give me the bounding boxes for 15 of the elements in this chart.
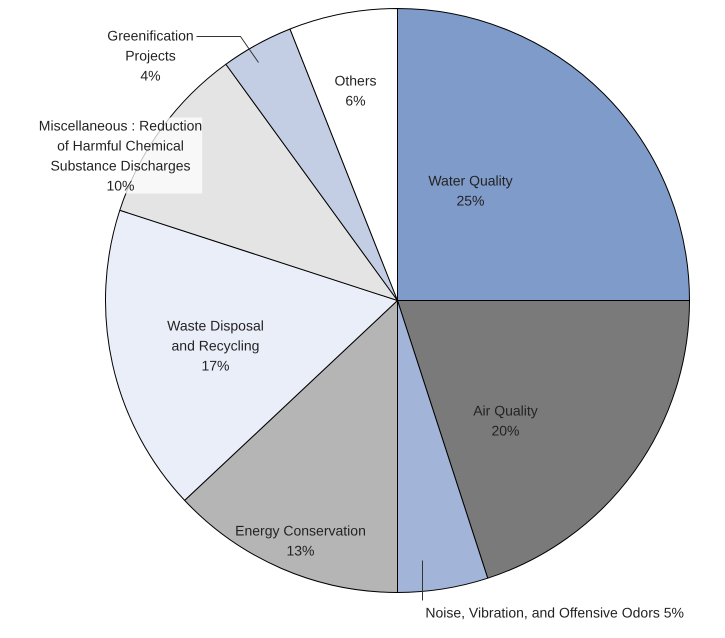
slice-label: Miscellaneous : Reduction of Harmful Chemical Substance Discharges bbox=[38, 118, 202, 174]
data-label: 20% bbox=[491, 422, 520, 438]
slice-label: Energy Conservation bbox=[235, 522, 366, 538]
data-label: 13% bbox=[286, 542, 315, 558]
data-label: 6% bbox=[345, 92, 366, 108]
data-label: 4% bbox=[140, 68, 161, 84]
data-label: 17% bbox=[201, 358, 230, 374]
slice-label: Waste Disposal and Recycling bbox=[167, 318, 264, 354]
slice-label: Air Quality bbox=[473, 402, 538, 418]
slice-label: Noise, Vibration, and Offensive Odors 5% bbox=[425, 604, 684, 620]
slice-label: Water Quality bbox=[428, 172, 513, 188]
data-label: 25% bbox=[456, 192, 485, 208]
data-label: 10% bbox=[106, 178, 135, 194]
slice-label: Greenification Projects bbox=[107, 28, 194, 64]
slice-label: Others bbox=[334, 72, 377, 88]
